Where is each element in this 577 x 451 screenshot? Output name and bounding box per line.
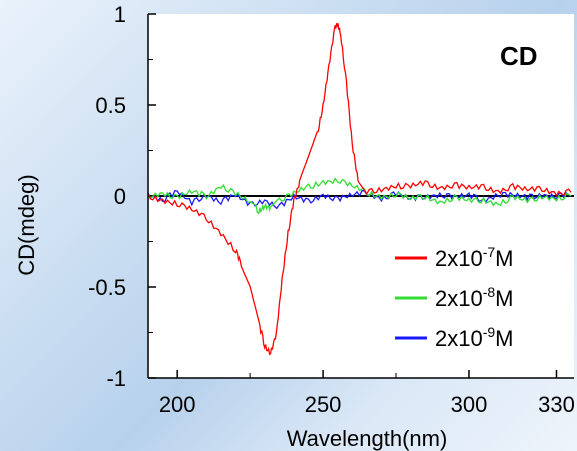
series-line-3: [147, 189, 572, 210]
y-tick-label: -1: [106, 366, 126, 391]
series-line-1: [147, 23, 572, 356]
x-axis-label: Wavelength(nm): [287, 426, 448, 451]
legend-label-1: 2x10-7M: [435, 244, 514, 271]
y-tick-label: 0: [114, 184, 126, 209]
x-tick-label: 200: [159, 392, 196, 417]
chart-annotation: CD: [500, 41, 538, 71]
legend-label-3: 2x10-9M: [435, 324, 514, 351]
y-axis-label: CD(mdeg): [14, 174, 39, 275]
y-tick-label: 1: [114, 2, 126, 27]
series-line-2: [147, 177, 572, 215]
legend-label-2: 2x10-8M: [435, 284, 514, 311]
x-tick-label: 300: [451, 392, 488, 417]
y-tick-label: -0.5: [88, 275, 126, 300]
y-tick-label: 0.5: [95, 93, 126, 118]
x-tick-label: 330: [538, 392, 575, 417]
x-tick-label: 250: [305, 392, 342, 417]
